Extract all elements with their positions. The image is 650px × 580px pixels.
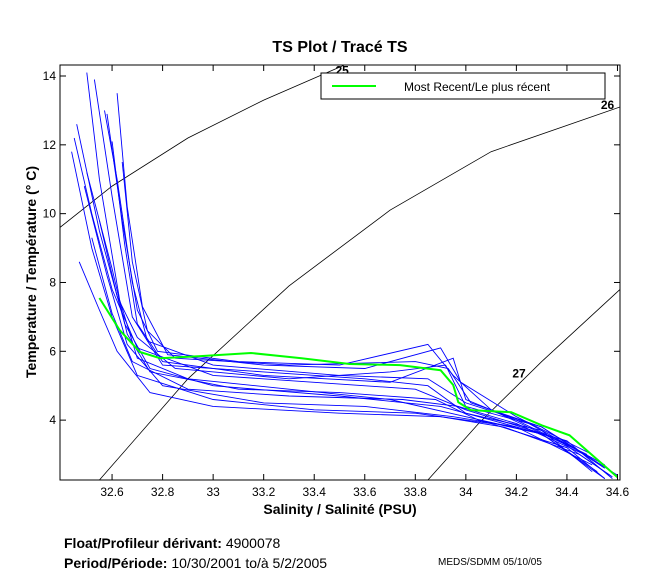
float-id: 4900078 (225, 535, 281, 551)
profile-line (106, 113, 580, 452)
y-tick-label: 12 (43, 138, 57, 152)
profile-line (111, 141, 588, 455)
x-tick-label: 34.6 (606, 485, 630, 499)
period-label: Period/Période: (64, 555, 168, 571)
y-tick-label: 8 (49, 275, 56, 289)
profile-line (78, 261, 611, 476)
chart-title: TS Plot / Tracé TS (272, 39, 407, 56)
most-recent-line (98, 297, 619, 478)
legend-label: Most Recent/Le plus récent (404, 80, 551, 94)
profile-line (71, 151, 606, 479)
x-tick-label: 34.2 (505, 485, 529, 499)
x-tick-label: 32.6 (100, 485, 124, 499)
density-contour-25 (60, 65, 345, 228)
legend: Most Recent/Le plus récent (320, 72, 606, 100)
profile-line (98, 220, 606, 466)
float-info: Float/Profileur dérivant: 4900078 (64, 535, 280, 551)
contour-label: 27 (512, 366, 526, 380)
profile-line (116, 93, 593, 455)
period-value: 10/30/2001 to/à 5/2/2005 (171, 555, 328, 571)
y-tick-label: 6 (49, 344, 56, 358)
x-axis-label: Salinity / Salinité (PSU) (263, 501, 416, 517)
x-tick-label: 33.4 (303, 485, 327, 499)
profile-line (93, 79, 593, 473)
x-tick-label: 33.8 (404, 485, 428, 499)
profile-line (104, 110, 606, 469)
x-tick-label: 34.4 (555, 485, 579, 499)
density-contour-26 (99, 106, 620, 480)
y-axis-label: Temperature / Température (° C) (23, 166, 39, 378)
credit-text: MEDS/SDMM 05/10/05 (438, 557, 542, 568)
y-tick-label: 10 (43, 207, 57, 221)
y-tick-label: 4 (49, 413, 56, 427)
x-tick-label: 32.8 (151, 485, 175, 499)
density-contour-27 (427, 289, 620, 480)
x-tick-label: 33 (206, 485, 220, 499)
x-tick-label: 33.6 (353, 485, 377, 499)
plot-frame (59, 64, 621, 481)
profile-line (121, 161, 618, 476)
profile-line (86, 72, 606, 479)
float-label: Float/Profileur dérivant: (64, 535, 222, 551)
x-tick-label: 33.2 (252, 485, 276, 499)
y-tick-label: 14 (43, 69, 57, 83)
period-info: Period/Période: 10/30/2001 to/à 5/2/2005 (64, 555, 327, 571)
x-tick-label: 34 (459, 485, 473, 499)
contour-label: 26 (601, 98, 615, 112)
profile-line (73, 137, 613, 478)
profile-line (86, 172, 598, 473)
